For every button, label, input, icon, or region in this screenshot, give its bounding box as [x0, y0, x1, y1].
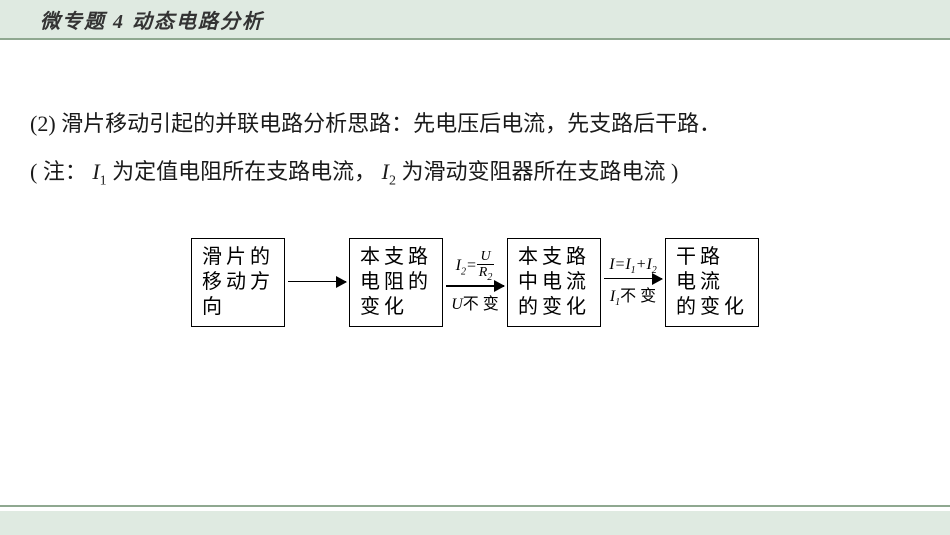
footer-band [0, 511, 950, 535]
arrow-3-bottom: I1不 变 [610, 282, 656, 308]
a3-top-plus: +I [636, 256, 652, 273]
flow-node-3: 本支路 中电流 的变化 [507, 238, 601, 327]
arrow-2-line [446, 285, 504, 287]
arrow-3-line [604, 278, 662, 280]
footer-line [0, 505, 950, 507]
flow-node-4: 干路 电流 的变化 [665, 238, 759, 327]
a2-bottom-u: U [451, 296, 463, 313]
note-mid1: 为定值电阻所在支路电流， [112, 159, 376, 184]
arrow-2-top: I2=UR2 [456, 250, 495, 283]
flow-node-1: 滑片的 移动方 向 [191, 238, 285, 327]
a3-bottom-cn: 不 变 [620, 288, 656, 305]
flow-arrow-3: I=I1+I2 I1不 变 [601, 256, 665, 309]
arrow-2-bottom: U不 变 [451, 290, 499, 314]
eq-sign: = [466, 257, 477, 274]
flow-node-2: 本支路 电阻的 变化 [349, 238, 443, 327]
page-title: 微专题 4 动态电路分析 [40, 5, 264, 34]
body-line-2: ( 注： I1 为定值电阻所在支路电流， I2 为滑动变阻器所在支路电流 ) [30, 148, 920, 197]
flow-arrow-2: I2=UR2 U不 变 [443, 250, 507, 313]
header-band: 微专题 4 动态电路分析 [0, 0, 950, 40]
fraction: UR2 [477, 250, 495, 283]
flow-arrow-1 [285, 261, 349, 304]
a2-bottom-cn: 不 变 [463, 296, 499, 313]
note-close: 为滑动变阻器所在支路电流 ) [402, 159, 679, 184]
frac-num: U [479, 250, 493, 264]
note-open: ( 注： [30, 159, 87, 184]
body-line-1: (2) 滑片移动引起的并联电路分析思路：先电压后电流，先支路后干路． [30, 100, 920, 148]
flowchart: 滑片的 移动方 向 本支路 电阻的 变化 I2=UR2 U不 变 本支路 中电流… [30, 238, 920, 327]
a3-top-i: I=I [609, 256, 630, 273]
sub-1: 1 [100, 174, 107, 189]
sub-2: 2 [389, 174, 396, 189]
frac-den: R2 [477, 264, 495, 283]
var-i2: I [382, 159, 389, 184]
var-i1: I [92, 159, 99, 184]
frac-den-sub: 2 [487, 272, 492, 283]
arrow-1-line [288, 281, 346, 283]
body-text: (2) 滑片移动引起的并联电路分析思路：先电压后电流，先支路后干路． ( 注： … [30, 100, 920, 198]
content-area: (2) 滑片移动引起的并联电路分析思路：先电压后电流，先支路后干路． ( 注： … [0, 40, 950, 367]
arrow-3-top: I=I1+I2 [609, 256, 657, 276]
